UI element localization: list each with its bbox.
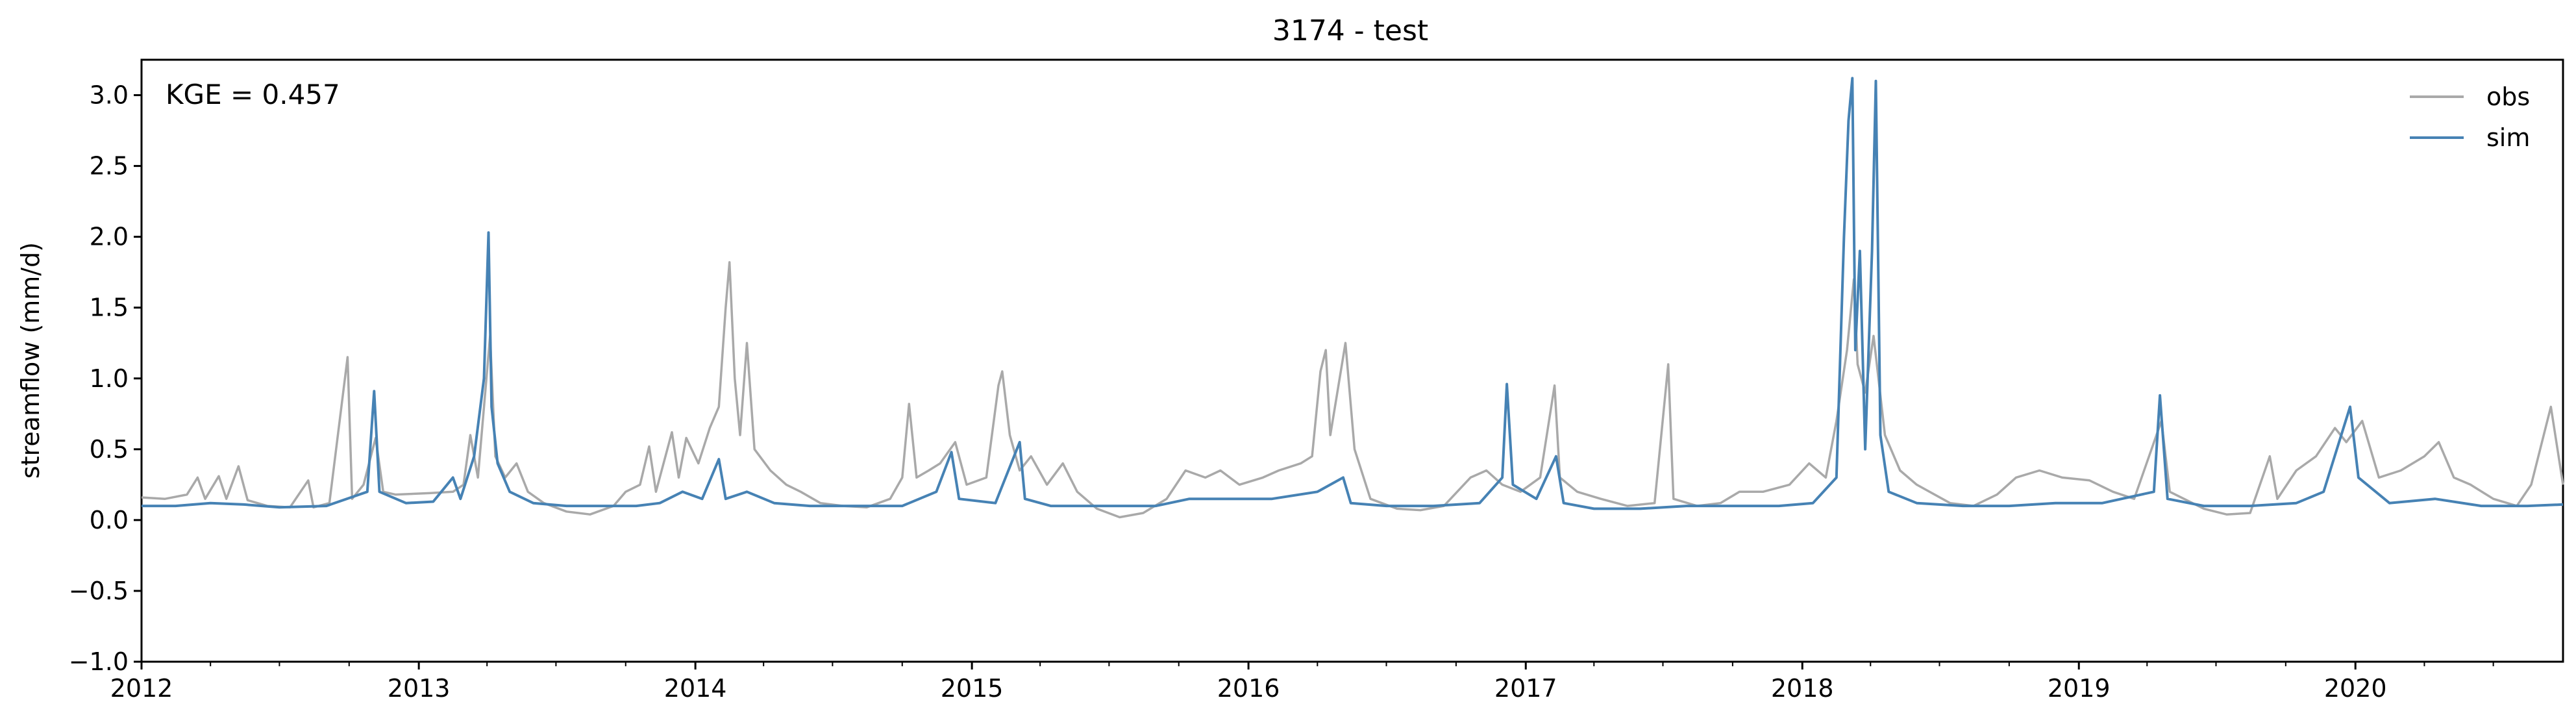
chart-title: 3174 - test: [1272, 14, 1428, 47]
legend: obs sim: [2410, 82, 2530, 152]
y-tick-label: 1.0: [90, 364, 129, 393]
x-tick-label: 2016: [1217, 674, 1280, 703]
series-layer: [141, 77, 2564, 519]
y-tick-label: 0.0: [90, 506, 129, 534]
legend-label-sim: sim: [2486, 123, 2530, 152]
x-tick-label: 2017: [1494, 674, 1557, 703]
y-tick-label: 1.5: [90, 294, 129, 322]
y-tick-label: 2.5: [90, 152, 129, 181]
x-tick-label: 2012: [110, 674, 173, 703]
y-tick-label: −0.5: [69, 577, 129, 605]
x-tick-label: 2020: [2324, 674, 2387, 703]
plot-frame: [140, 58, 2564, 663]
x-axis: 2012 2013 2014 2015 2016 2017 2018 2019 2020: [110, 662, 2494, 703]
y-tick-label: 0.5: [90, 435, 129, 464]
plot-area: −1.0−0.50.00.51.01.52.02.53.0 2012 2013 20…: [69, 58, 2564, 703]
kge-annotation: KGE = 0.457: [166, 79, 340, 110]
x-tick-label: 2014: [664, 674, 727, 703]
legend-label-obs: obs: [2486, 82, 2530, 111]
series-line-sim: [142, 77, 2564, 510]
y-tick-label: 3.0: [90, 81, 129, 110]
x-tick-label: 2018: [1771, 674, 1834, 703]
x-tick-label: 2019: [2048, 674, 2111, 703]
x-tick-label: 2013: [388, 674, 451, 703]
y-tick-label: 2.0: [90, 223, 129, 251]
y-axis-label: streamflow (mm/d): [16, 242, 45, 479]
y-tick-label: −1.0: [69, 647, 129, 676]
x-tick-label: 2015: [941, 674, 1004, 703]
y-axis: −1.0 −0.5 0.0 0.5 1.0 1.5 2.0 2.5 3.0: [69, 81, 142, 676]
